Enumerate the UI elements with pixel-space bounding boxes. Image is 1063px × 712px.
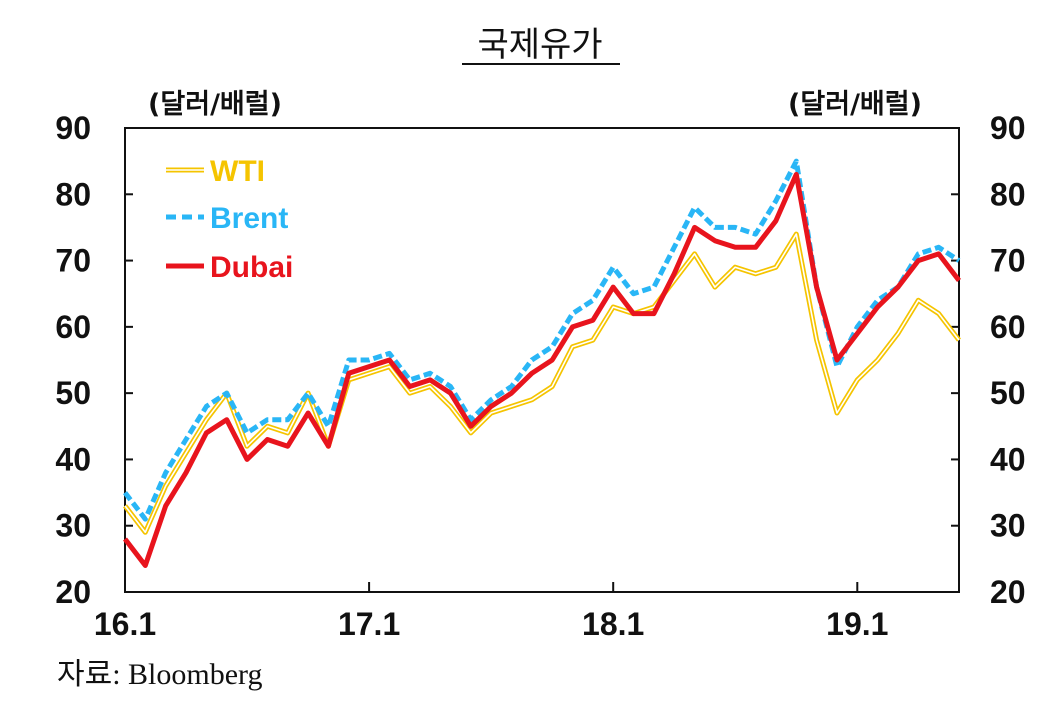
series-line-wti-inner [124, 233, 960, 534]
x-tick-label: 18.1 [582, 606, 644, 642]
y-tick-label-right: 40 [990, 441, 1026, 477]
y-tick-label-right: 70 [990, 243, 1026, 279]
y-tick-label-right: 60 [990, 309, 1026, 345]
y-tick-label-left: 60 [55, 309, 91, 345]
y-axis-right: 20 30 40 50 60 70 80 90 [951, 110, 1026, 610]
y-tick-label-left: 40 [55, 441, 91, 477]
x-tick-label: 19.1 [826, 606, 888, 642]
legend-label-wti: WTI [210, 155, 265, 188]
x-tick-label: 17.1 [338, 606, 400, 642]
x-tick-label: 16.1 [94, 606, 156, 642]
y-axis-left: 20 30 40 50 60 70 80 90 [55, 110, 133, 610]
series-layer [123, 158, 961, 568]
y-tick-label-left: 20 [55, 574, 91, 610]
source-note: 자료: Bloomberg [57, 658, 262, 691]
y-tick-label-right: 50 [990, 375, 1026, 411]
right-axis-unit: (달러/배럴) [788, 89, 922, 120]
legend: WTI Brent Dubai [166, 155, 293, 284]
y-tick-label-left: 90 [55, 110, 91, 146]
y-tick-label-right: 30 [990, 508, 1026, 544]
plot-frame [124, 127, 960, 593]
x-axis: 16.1 17.1 18.1 19.1 [94, 582, 888, 642]
y-tick-label-right: 90 [990, 110, 1026, 146]
series-line-dubai [123, 171, 961, 568]
y-tick-label-left: 80 [55, 176, 91, 212]
legend-label-brent: Brent [210, 202, 288, 235]
chart-title: 국제유가 [477, 25, 602, 65]
y-tick-label-right: 80 [990, 176, 1026, 212]
y-tick-label-left: 30 [55, 508, 91, 544]
left-axis-unit: (달러/배럴) [148, 89, 282, 120]
y-tick-label-left: 70 [55, 243, 91, 279]
legend-label-dubai: Dubai [210, 251, 293, 284]
y-tick-label-right: 20 [990, 574, 1026, 610]
y-tick-label-left: 50 [55, 375, 91, 411]
